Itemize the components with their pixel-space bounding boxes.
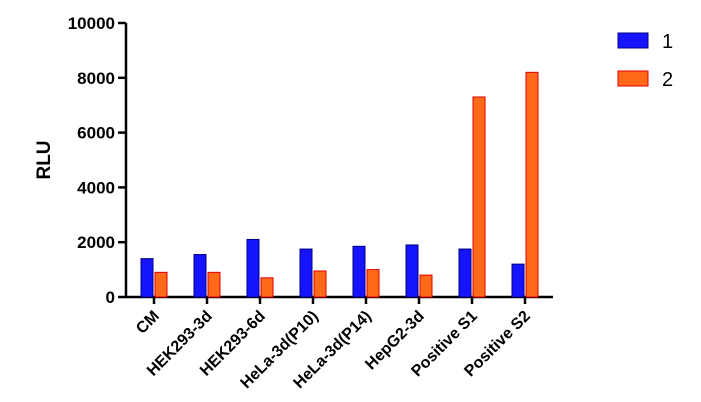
x-axis bbox=[125, 295, 553, 304]
bar-series-1 bbox=[458, 248, 472, 298]
x-tick-label: CM bbox=[133, 308, 163, 338]
legend-label: 1 bbox=[662, 31, 673, 53]
y-tick-label: 2000 bbox=[77, 233, 115, 252]
legend: 12 bbox=[617, 31, 673, 91]
y-tick-label: 6000 bbox=[77, 124, 115, 143]
bars bbox=[140, 71, 539, 298]
bar-series-2 bbox=[313, 270, 327, 298]
legend-label: 2 bbox=[662, 69, 673, 91]
bar-series-1 bbox=[193, 254, 207, 298]
y-tick-label: 0 bbox=[106, 288, 115, 307]
bar-series-2 bbox=[260, 277, 274, 298]
legend-swatch bbox=[617, 70, 649, 87]
bar-series-1 bbox=[511, 263, 525, 298]
bar-series-1 bbox=[352, 245, 366, 298]
category-labels: CMHEK293-3dHEK293-6dHeLa-3d(P10)HeLa-3d(… bbox=[133, 308, 534, 392]
bar-series-2 bbox=[419, 274, 433, 298]
y-tick-label: 10000 bbox=[68, 14, 115, 33]
legend-swatch bbox=[617, 32, 649, 49]
bar-series-2 bbox=[472, 96, 486, 298]
bar-series-2 bbox=[525, 71, 539, 298]
y-axis-title: RLU bbox=[34, 140, 55, 179]
bar-series-2 bbox=[154, 271, 168, 298]
bar-series-2 bbox=[366, 269, 380, 298]
bar-series-1 bbox=[140, 258, 154, 298]
bar-series-2 bbox=[207, 271, 221, 298]
bar-series-1 bbox=[405, 244, 419, 298]
bar-series-1 bbox=[246, 238, 260, 298]
y-tick-label: 8000 bbox=[77, 69, 115, 88]
y-tick-label: 4000 bbox=[77, 178, 115, 197]
bar-series-1 bbox=[299, 248, 313, 298]
y-axis: 0 2000 4000 6000 8000 10000 bbox=[68, 14, 128, 307]
